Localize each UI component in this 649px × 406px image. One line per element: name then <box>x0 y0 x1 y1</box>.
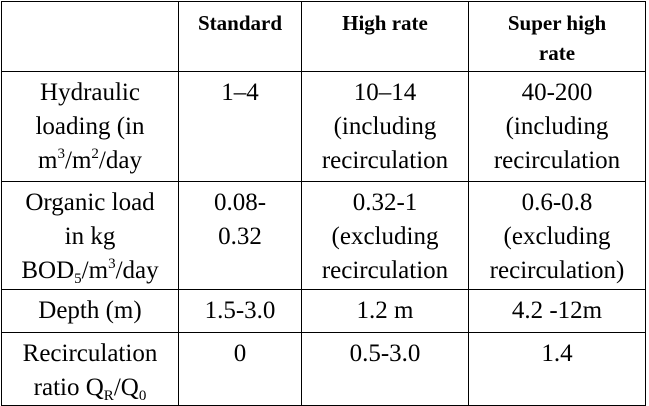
header-super-high-rate: Super high rate <box>468 1 646 72</box>
table-row: Recirculation ratio QR/Q0 0 0.5-3.0 1.4 <box>1 332 646 406</box>
table-row: Depth (m) 1.5-3.0 1.2 m 4.2 -12m <box>1 289 646 333</box>
cell-depth-super-high-rate: 4.2 -12m <box>468 289 646 333</box>
row-label-recirculation-ratio: Recirculation ratio QR/Q0 <box>1 332 179 406</box>
cell-organic-high-rate: 0.32-1 (excluding recirculation <box>301 181 469 290</box>
header-corner-cell <box>1 1 179 72</box>
row-label-organic-load: Organic load in kg BOD5/m3/day <box>1 181 179 290</box>
cell-organic-standard: 0.08- 0.32 <box>178 181 302 290</box>
row-label-depth: Depth (m) <box>1 289 179 333</box>
cell-organic-super-high-rate: 0.6-0.8 (excluding recirculation) <box>468 181 646 290</box>
cell-hydraulic-high-rate: 10–14 (including recirculation <box>301 71 469 182</box>
header-high-rate: High rate <box>301 1 469 72</box>
cell-hydraulic-super-high-rate: 40-200 (including recirculation <box>468 71 646 182</box>
cell-hydraulic-standard: 1–4 <box>178 71 302 182</box>
header-row: Standard High rate Super high rate <box>1 1 646 72</box>
cell-recirculation-super-high-rate: 1.4 <box>468 332 646 406</box>
header-standard: Standard <box>178 1 302 72</box>
cell-depth-high-rate: 1.2 m <box>301 289 469 333</box>
table-row: Hydraulic loading (in m3/m2/day 1–4 10–1… <box>1 71 646 182</box>
table-row: Organic load in kg BOD5/m3/day 0.08- 0.3… <box>1 181 646 290</box>
row-label-hydraulic-loading: Hydraulic loading (in m3/m2/day <box>1 71 179 182</box>
cell-depth-standard: 1.5-3.0 <box>178 289 302 333</box>
cell-recirculation-high-rate: 0.5-3.0 <box>301 332 469 406</box>
cell-recirculation-standard: 0 <box>178 332 302 406</box>
